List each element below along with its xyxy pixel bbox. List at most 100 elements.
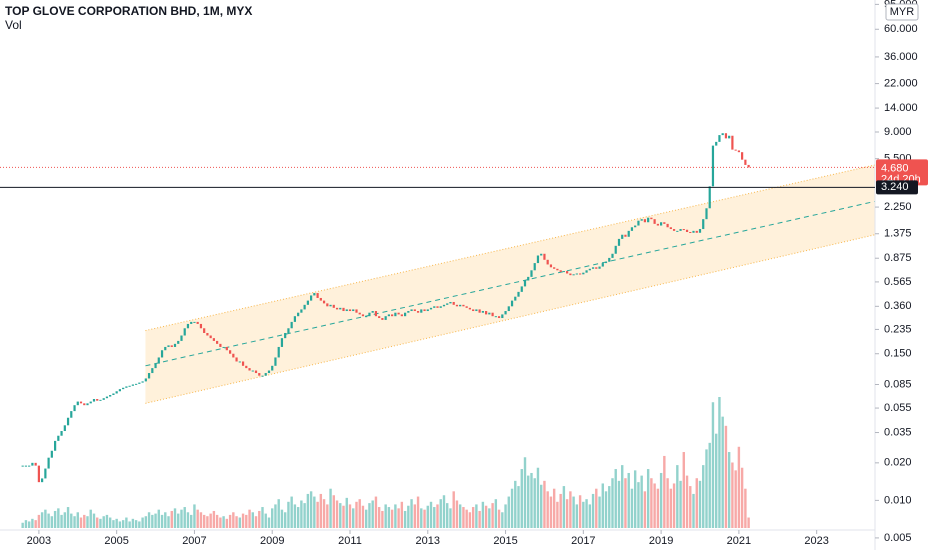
horizontal-line-box (876, 180, 918, 195)
candle (167, 345, 170, 347)
volume-bar (154, 513, 157, 528)
candle (245, 365, 248, 369)
candle (326, 303, 329, 307)
volume-bar (47, 513, 50, 528)
candle (348, 309, 352, 312)
volume-bar (527, 475, 530, 528)
volume-bar (27, 521, 31, 528)
candle (332, 304, 335, 308)
volume-bar (640, 475, 643, 528)
candle (248, 368, 251, 371)
candle (617, 238, 621, 246)
y-tick-label: 0.085 (884, 378, 912, 390)
candle (303, 304, 306, 310)
candle (523, 280, 527, 287)
volume-label: Vol (5, 18, 22, 32)
candle (66, 417, 70, 426)
candle (280, 338, 284, 347)
candle (89, 401, 92, 404)
chart-title: TOP GLOVE CORPORATION BHD, 1M, MYX (5, 4, 252, 18)
volume-bar (190, 514, 193, 528)
volume-bar (371, 500, 374, 528)
volume-bar (322, 499, 326, 528)
candle (579, 273, 582, 275)
volume-bar (403, 510, 407, 528)
volume-bar (433, 507, 436, 528)
volume-bar (507, 496, 510, 528)
volume-bar (410, 499, 413, 528)
candle (112, 393, 115, 395)
volume-bar (611, 478, 614, 528)
volume-bar (355, 501, 358, 528)
candle (501, 314, 504, 319)
volume-bar (633, 470, 637, 528)
volume-bar (585, 499, 588, 528)
candle (160, 350, 164, 358)
channel-fill (145, 164, 875, 404)
candle (397, 312, 400, 315)
candle (277, 346, 280, 358)
volume-bar (465, 509, 468, 528)
candle (196, 321, 199, 324)
candle (212, 338, 215, 341)
candle (672, 229, 676, 231)
candle (572, 274, 575, 276)
candle (232, 353, 235, 358)
volume-bar (530, 472, 533, 528)
volume-bar (449, 508, 452, 528)
candle (604, 261, 608, 264)
volume-bar (79, 517, 83, 528)
candle (682, 229, 685, 231)
volume-bar (416, 496, 420, 528)
volume-bar (108, 517, 112, 528)
x-tick-label: 2003 (27, 535, 51, 547)
candle (203, 328, 206, 333)
volume-bar (60, 514, 63, 528)
volume-bar (468, 512, 472, 528)
candle (34, 462, 37, 466)
volume-bar (685, 475, 689, 528)
volume-bar (102, 516, 105, 528)
candle (63, 425, 66, 432)
candle (679, 229, 682, 231)
candle (559, 270, 562, 272)
volume-bar (92, 513, 96, 528)
volume-bar (475, 504, 478, 528)
volume-bar (238, 517, 242, 528)
candle (258, 373, 261, 376)
candle (429, 307, 433, 310)
volume-bar (121, 520, 125, 528)
candle (37, 465, 40, 483)
candle (251, 370, 254, 372)
volume-bar (183, 507, 186, 528)
volume-bar (702, 465, 705, 528)
volume-bar (478, 510, 481, 528)
volume-bar (274, 504, 277, 528)
volume-bar (747, 517, 750, 528)
candle (643, 219, 646, 223)
candle (439, 306, 442, 308)
candle (44, 468, 47, 479)
candle (705, 208, 708, 220)
candle (744, 159, 747, 165)
volume-bar (540, 484, 543, 528)
candle (322, 300, 326, 304)
volume-bar (724, 425, 728, 528)
volume-bar (267, 517, 271, 528)
volume-bar (329, 488, 332, 528)
candle (154, 363, 157, 369)
volume-bar (536, 467, 540, 528)
candle (442, 304, 446, 307)
candle (76, 401, 79, 406)
candle (374, 311, 378, 317)
volume-bar (222, 516, 225, 528)
candle (491, 312, 494, 317)
volume-bar (436, 504, 439, 528)
volume-bar (99, 518, 102, 528)
volume-bar (248, 509, 251, 528)
volume-bar (624, 478, 627, 528)
volume-bar (199, 512, 203, 528)
candle (595, 267, 598, 269)
